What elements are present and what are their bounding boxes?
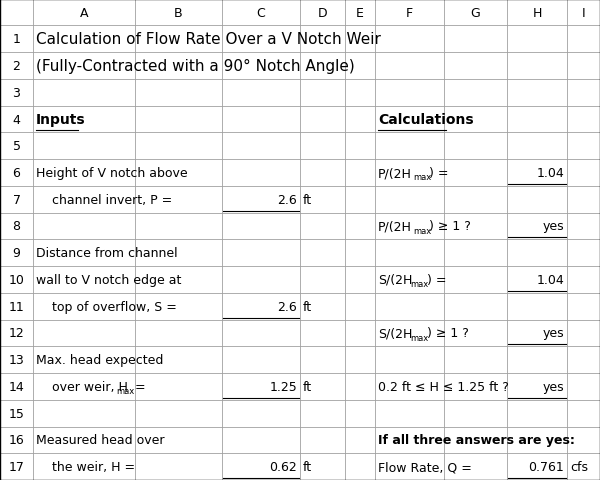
Text: 14: 14 xyxy=(8,380,25,393)
Text: S/(2H: S/(2H xyxy=(378,274,412,287)
Text: 3: 3 xyxy=(13,86,20,99)
Text: max: max xyxy=(410,333,428,342)
Text: channel invert, P =: channel invert, P = xyxy=(36,193,172,206)
Text: 9: 9 xyxy=(13,247,20,260)
Text: 17: 17 xyxy=(8,460,25,473)
Text: 2.6: 2.6 xyxy=(277,300,297,313)
Text: C: C xyxy=(257,7,265,20)
Text: E: E xyxy=(356,7,364,20)
Text: top of overflow, S =: top of overflow, S = xyxy=(36,300,177,313)
Text: cfs: cfs xyxy=(570,460,588,473)
Text: S/(2H: S/(2H xyxy=(378,327,412,340)
Text: 5: 5 xyxy=(13,140,20,153)
Text: Measured head over: Measured head over xyxy=(36,433,164,446)
Text: 15: 15 xyxy=(8,407,25,420)
Text: 0.62: 0.62 xyxy=(269,460,297,473)
Text: over weir, H: over weir, H xyxy=(36,380,128,393)
Text: Distance from channel: Distance from channel xyxy=(36,247,178,260)
Text: wall to V notch edge at: wall to V notch edge at xyxy=(36,274,181,287)
Text: 4: 4 xyxy=(13,113,20,126)
Text: 0.2 ft ≤ H ≤ 1.25 ft ?: 0.2 ft ≤ H ≤ 1.25 ft ? xyxy=(378,380,509,393)
Text: 0.761: 0.761 xyxy=(528,460,564,473)
Text: 8: 8 xyxy=(13,220,20,233)
Text: ft: ft xyxy=(303,380,312,393)
Text: ) ≥ 1 ?: ) ≥ 1 ? xyxy=(429,220,471,233)
Text: 12: 12 xyxy=(8,327,25,340)
Text: the weir, H =: the weir, H = xyxy=(36,460,135,473)
Text: Height of V notch above: Height of V notch above xyxy=(36,167,188,180)
Text: B: B xyxy=(174,7,183,20)
Text: If all three answers are yes:: If all three answers are yes: xyxy=(378,433,575,446)
Text: 7: 7 xyxy=(13,193,20,206)
Text: 1.25: 1.25 xyxy=(269,380,297,393)
Text: Inputs: Inputs xyxy=(36,113,86,127)
Text: F: F xyxy=(406,7,413,20)
Text: 1.04: 1.04 xyxy=(536,167,564,180)
Text: 2: 2 xyxy=(13,60,20,73)
Text: ft: ft xyxy=(303,460,312,473)
Text: =: = xyxy=(131,380,145,393)
Text: A: A xyxy=(80,7,88,20)
Text: D: D xyxy=(317,7,328,20)
Text: 1.04: 1.04 xyxy=(536,274,564,287)
Text: G: G xyxy=(470,7,481,20)
Text: max: max xyxy=(116,386,134,396)
Text: yes: yes xyxy=(542,380,564,393)
Text: ) ≥ 1 ?: ) ≥ 1 ? xyxy=(427,327,469,340)
Text: I: I xyxy=(581,7,586,20)
Text: ft: ft xyxy=(303,300,312,313)
Text: H: H xyxy=(532,7,542,20)
Text: yes: yes xyxy=(542,327,564,340)
Text: max: max xyxy=(413,173,431,182)
Text: Calculations: Calculations xyxy=(378,113,473,127)
Text: max: max xyxy=(413,227,431,235)
Text: max: max xyxy=(410,280,428,288)
Text: ft: ft xyxy=(303,193,312,206)
Text: ) =: ) = xyxy=(429,167,449,180)
Text: yes: yes xyxy=(542,220,564,233)
Text: Flow Rate, Q =: Flow Rate, Q = xyxy=(378,460,472,473)
Text: P/(2H: P/(2H xyxy=(378,167,412,180)
Text: 2.6: 2.6 xyxy=(277,193,297,206)
Text: 13: 13 xyxy=(8,353,25,366)
Text: Calculation of Flow Rate Over a V Notch Weir: Calculation of Flow Rate Over a V Notch … xyxy=(36,32,381,47)
Text: 1: 1 xyxy=(13,33,20,46)
Text: Max. head expected: Max. head expected xyxy=(36,353,163,366)
Text: P/(2H: P/(2H xyxy=(378,220,412,233)
Text: 6: 6 xyxy=(13,167,20,180)
Text: 11: 11 xyxy=(8,300,25,313)
Text: 16: 16 xyxy=(8,433,25,446)
Text: 10: 10 xyxy=(8,274,25,287)
Text: (Fully-Contracted with a 90° Notch Angle): (Fully-Contracted with a 90° Notch Angle… xyxy=(36,59,355,74)
Text: ) =: ) = xyxy=(427,274,446,287)
